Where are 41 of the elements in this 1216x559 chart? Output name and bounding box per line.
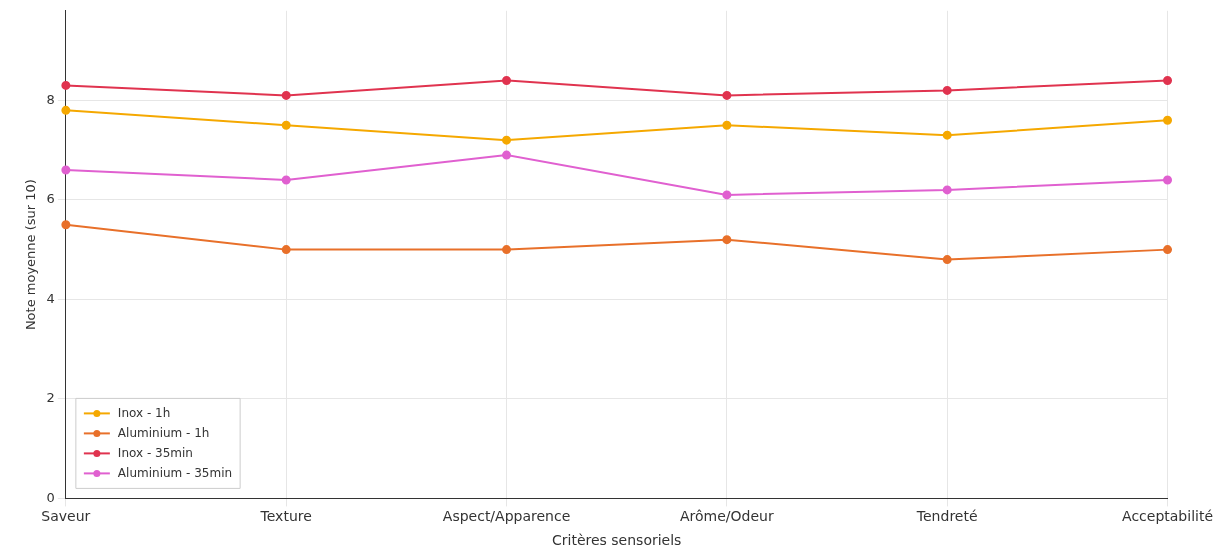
- y-tick-label: 2: [46, 390, 55, 406]
- point: [61, 105, 71, 115]
- point: [1163, 115, 1173, 125]
- point: [502, 75, 512, 85]
- x-tick-label: Aspect/Apparence: [442, 508, 571, 525]
- legend-label: Inox - 35min: [117, 445, 193, 460]
- point: [722, 120, 732, 130]
- y-axis-title: Note moyenne (sur 10): [23, 179, 39, 331]
- x-tick-label: Tendreté: [915, 508, 978, 525]
- y-tick-label: 6: [46, 191, 55, 207]
- point: [502, 150, 512, 160]
- y-tick-label: 0: [46, 489, 55, 505]
- point: [1163, 175, 1173, 185]
- point: [61, 220, 71, 230]
- y-tick-label: 8: [46, 91, 55, 107]
- point: [281, 175, 291, 185]
- point: [281, 90, 291, 100]
- legend-label: Aluminium - 35min: [117, 465, 233, 480]
- point: [942, 255, 952, 265]
- x-axis-title: Critères sensoriels: [551, 532, 682, 549]
- point: [61, 165, 71, 175]
- point: [722, 235, 732, 245]
- legend-label: Aluminium - 1h: [117, 425, 210, 440]
- point: [942, 85, 952, 95]
- point: [722, 190, 732, 200]
- x-tick-label: Arôme/Odeur: [680, 508, 774, 525]
- legend-label: Inox - 1h: [117, 405, 171, 420]
- point: [942, 185, 952, 195]
- point: [502, 245, 512, 255]
- x-tick-label: Acceptabilité: [1122, 508, 1213, 525]
- point: [61, 80, 71, 90]
- x-tick-label: Saveur: [41, 508, 91, 525]
- point: [942, 130, 952, 140]
- point: [281, 245, 291, 255]
- point: [1163, 245, 1173, 255]
- x-tick-label: Texture: [259, 508, 312, 525]
- point: [502, 135, 512, 145]
- point: [1163, 75, 1173, 85]
- point: [722, 90, 732, 100]
- point: [281, 120, 291, 130]
- y-tick-label: 4: [46, 290, 55, 306]
